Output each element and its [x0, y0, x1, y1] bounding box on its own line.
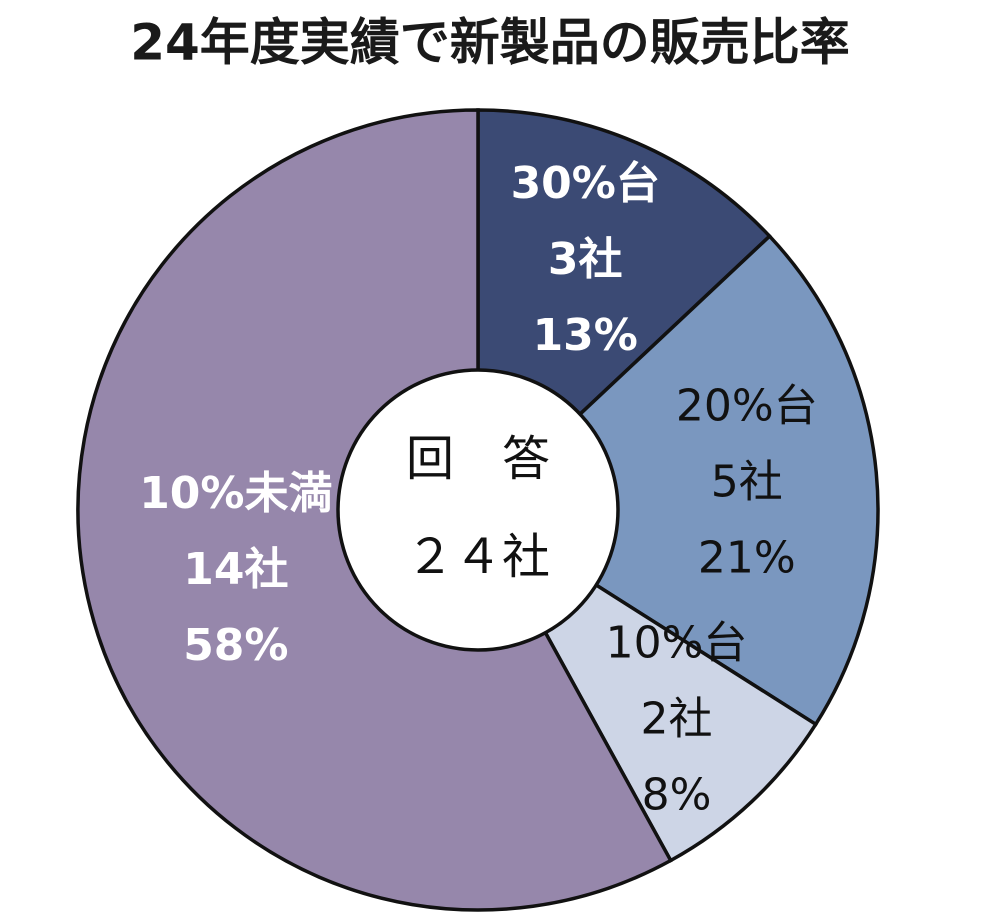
slice-category: 10%未満: [139, 468, 332, 519]
slice: [475, 233, 880, 727]
slice-value-label: 13%: [533, 310, 638, 361]
chart-title: 24年度実績で新製品の販売比率: [130, 14, 850, 72]
slice-value-label: 8%: [642, 769, 712, 820]
slice-value-label: 58%: [183, 620, 288, 671]
center-label: ２４社: [406, 529, 550, 585]
slice-category: 30%台: [511, 158, 660, 209]
slice-value-label: 21%: [698, 533, 796, 584]
slice-count: 2社: [641, 693, 713, 744]
slice-category: 20%台: [676, 381, 818, 432]
slice-count: 14社: [183, 544, 288, 595]
donut-hole: [336, 368, 620, 652]
slice-count: 5社: [711, 457, 783, 508]
slice-count: 3社: [548, 234, 623, 285]
center-label: 回 答: [406, 431, 550, 487]
slice-category: 10%台: [606, 617, 748, 668]
